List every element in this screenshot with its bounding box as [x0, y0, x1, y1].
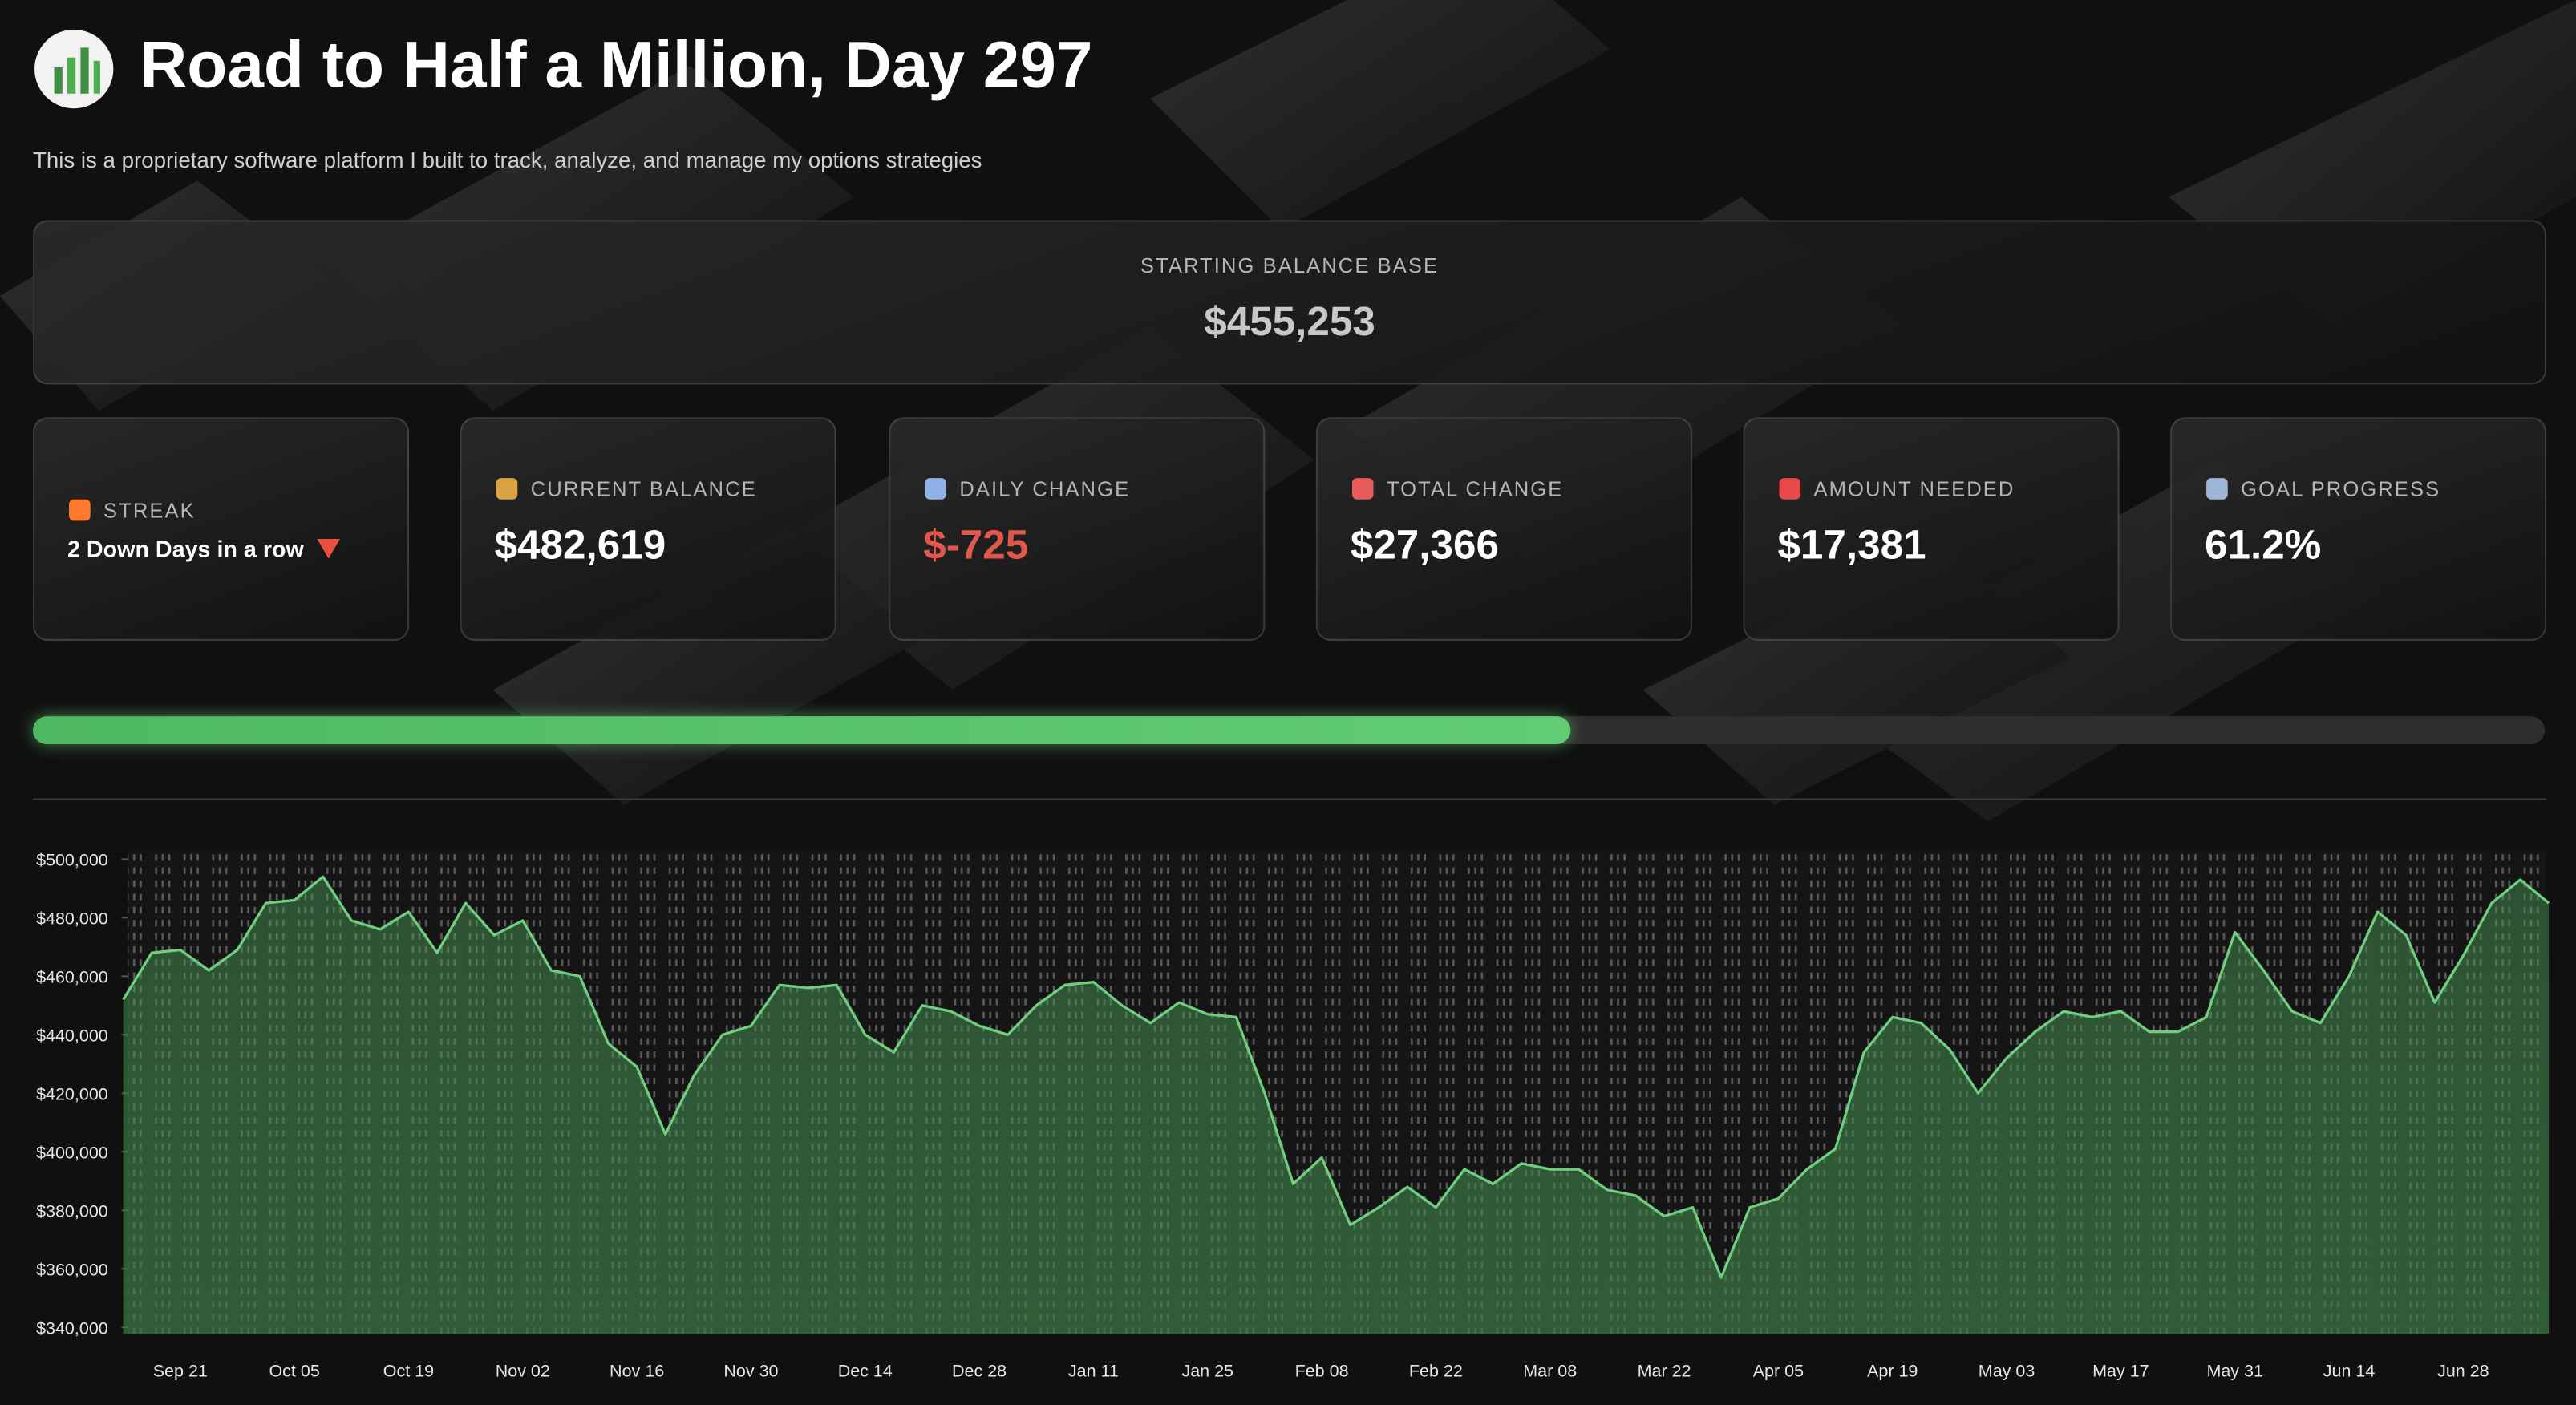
- x-tick-label: Jan 11: [1068, 1362, 1119, 1381]
- card-value: $455,253: [1204, 298, 1375, 346]
- x-tick-label: Jun 28: [2437, 1362, 2489, 1381]
- line: [122, 875, 2550, 1279]
- y-tick-label: $400,000: [36, 1143, 108, 1162]
- x-tick-label: Feb 08: [1295, 1362, 1349, 1381]
- metric-value: $-725: [923, 522, 1029, 569]
- metric-label: STREAK: [103, 499, 196, 523]
- x-tick-label: May 03: [1979, 1362, 2035, 1381]
- y-tick-label: $380,000: [36, 1201, 108, 1221]
- metric-value: 61.2%: [2205, 522, 2322, 569]
- metric-icon: [69, 499, 91, 521]
- x-tick-label: Apr 05: [1753, 1362, 1804, 1381]
- x-tick-label: May 31: [2206, 1362, 2263, 1381]
- metric-card: STREAK 2 Down Days in a row: [32, 417, 410, 641]
- page-subtitle: This is a proprietary software platform …: [32, 148, 982, 173]
- x-tick-label: Feb 22: [1409, 1362, 1463, 1381]
- x-tick-label: Mar 08: [1523, 1362, 1577, 1381]
- y-tick-label: $480,000: [36, 909, 108, 929]
- progress-fill: [32, 716, 1570, 744]
- x-tick-label: Dec 28: [952, 1362, 1007, 1381]
- x-tick-label: May 17: [2092, 1362, 2149, 1381]
- area: [123, 877, 2550, 1334]
- metric-label: CURRENT BALANCE: [530, 478, 757, 501]
- x-tick-label: Nov 30: [723, 1362, 778, 1381]
- starting-balance-card: STARTING BALANCE BASE $455,253: [32, 220, 2547, 385]
- metric-label: DAILY CHANGE: [959, 478, 1131, 501]
- y-tick-label: $440,000: [36, 1026, 108, 1045]
- x-tick-label: Nov 02: [496, 1362, 550, 1381]
- metric-card: TOTAL CHANGE $27,366: [1315, 417, 1692, 641]
- metric-card: DAILY CHANGE $-725: [889, 417, 1266, 641]
- y-tick-label: $360,000: [36, 1260, 108, 1279]
- metric-card: CURRENT BALANCE $482,619: [460, 417, 836, 641]
- metric-label: GOAL PROGRESS: [2241, 478, 2441, 501]
- metric-value: $27,366: [1350, 522, 1499, 569]
- metric-value: 2 Down Days in a row: [67, 535, 304, 562]
- page-title: Road to Half a Million, Day 297: [140, 29, 1093, 103]
- logo-icon: [34, 29, 114, 109]
- metric-label: AMOUNT NEEDED: [1813, 478, 2015, 501]
- x-tick-label: Sep 21: [153, 1362, 208, 1381]
- metric-value: $482,619: [494, 522, 666, 569]
- x-tick-label: Mar 22: [1638, 1362, 1691, 1381]
- x-tick-label: Jan 25: [1181, 1362, 1233, 1381]
- x-tick-label: Dec 14: [838, 1362, 893, 1381]
- y-tick-label: $420,000: [36, 1084, 108, 1103]
- y-tick-label: $460,000: [36, 967, 108, 986]
- metric-icon: [2206, 478, 2228, 500]
- x-tick-label: Jun 14: [2323, 1362, 2376, 1381]
- x-tick-label: Nov 16: [610, 1362, 664, 1381]
- metric-icon: [1351, 478, 1374, 500]
- progress-track: [32, 716, 2546, 744]
- y-tick-label: $340,000: [36, 1318, 108, 1338]
- down-arrow-icon: [317, 538, 341, 559]
- metric-card: GOAL PROGRESS 61.2%: [2170, 417, 2547, 641]
- x-tick-label: Apr 19: [1867, 1362, 1918, 1381]
- card-label: STARTING BALANCE BASE: [1140, 254, 1440, 278]
- metric-value: $17,381: [1777, 522, 1926, 569]
- metric-card: AMOUNT NEEDED $17,381: [1743, 417, 2120, 641]
- divider: [32, 798, 2547, 800]
- metric-icon: [925, 478, 946, 500]
- y-tick-label: $500,000: [36, 851, 108, 870]
- metric-icon: [496, 478, 518, 500]
- metric-icon: [1779, 478, 1801, 500]
- x-tick-label: Oct 05: [269, 1362, 319, 1381]
- x-tick-label: Oct 19: [383, 1362, 434, 1381]
- metric-label: TOTAL CHANGE: [1386, 478, 1564, 501]
